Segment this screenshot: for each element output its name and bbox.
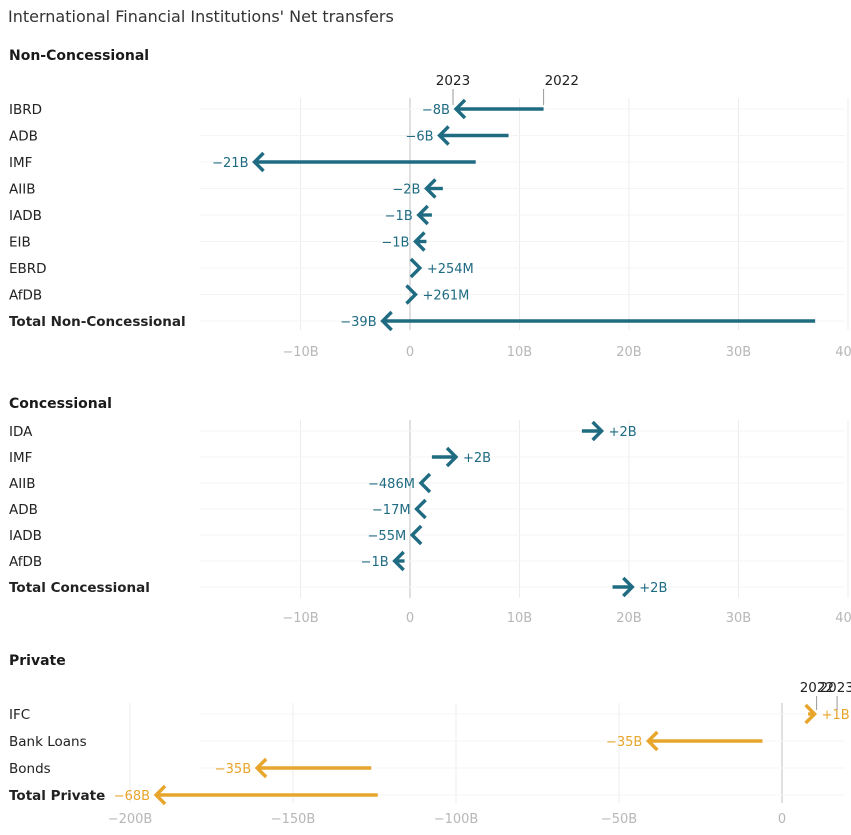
panel1-tick-label: −10B (282, 345, 318, 360)
panel1-title: Non-Concessional (9, 48, 149, 64)
panel3-value-label: +1B (822, 708, 850, 723)
panel2-value-label: +2B (639, 581, 667, 596)
panel1-value-label: −39B (340, 315, 376, 330)
panel2-value-label: +2B (609, 425, 637, 440)
panel2-arrow-head (409, 524, 423, 546)
panel1-arrow-head (424, 178, 437, 199)
panel1-category-label: Total Non-Concessional (9, 314, 186, 330)
panel1-category-label: AIIB (9, 182, 35, 198)
panel1-tick-label: 10B (507, 345, 532, 360)
panel1-tick-label: 40B (835, 345, 851, 360)
panel1-category-label: ADB (9, 129, 38, 145)
panel3-category-label: Bonds (9, 761, 51, 777)
panel2-tick-label: −10B (282, 611, 318, 626)
panel1-value-label: +254M (427, 262, 474, 277)
panel3-category-label: Total Private (9, 788, 105, 804)
panel1-arrow-head (437, 125, 450, 146)
panel2-value-label: −55M (368, 529, 407, 544)
panel2-arrow-head (414, 498, 427, 520)
panel3-value-label: −35B (215, 762, 251, 777)
panel1-legend-end: 2023 (436, 73, 470, 89)
panel1-arrow-head (380, 310, 393, 332)
panel2-value-label: −17M (372, 503, 411, 518)
panel2-category-label: AfDB (9, 554, 42, 570)
panel2-tick-label: 40B (835, 611, 851, 626)
panel2-title: Concessional (9, 396, 112, 412)
panel1-tick-label: 0 (406, 345, 414, 360)
panel1-value-label: −6B (405, 130, 433, 145)
panel2-category-label: AIIB (9, 476, 35, 492)
panel3-arrow-head (645, 730, 659, 752)
panel3-category-label: Bank Loans (9, 734, 87, 750)
panel3-legend-end: 2023 (820, 680, 851, 696)
panel3-arrow-head (153, 784, 167, 806)
panel2-arrow-head (622, 576, 635, 598)
panel1-arrow-head (413, 231, 426, 252)
panel2-arrow-head (445, 446, 459, 468)
panel2-category-label: Total Concessional (9, 580, 150, 596)
panel3-tick-label: −200B (108, 812, 153, 827)
panel3-tick-label: −100B (434, 812, 479, 827)
panel3-arrow-head (804, 703, 818, 725)
panel3-tick-label: −50B (601, 812, 637, 827)
panel3-tick-label: −150B (271, 812, 316, 827)
panel3-tick-label: 0 (778, 812, 786, 827)
panel3-legend-start: 2022 (800, 680, 834, 696)
panel2-tick-label: 0 (406, 611, 414, 626)
panel2-category-label: ADB (9, 502, 38, 518)
panel1-tick-label: 30B (726, 345, 751, 360)
panel2-arrow-head (418, 472, 432, 494)
panel1-value-label: −1B (385, 209, 413, 224)
panel1-arrow-head (405, 284, 418, 305)
panel1-category-label: EBRD (9, 261, 47, 277)
panel2-category-label: IDA (9, 424, 33, 440)
panel1-value-label: −8B (422, 103, 450, 118)
panel1-value-label: −2B (392, 183, 420, 198)
panel3-value-label: −35B (606, 735, 642, 750)
panel2-category-label: IADB (9, 528, 42, 544)
panel1-category-label: EIB (9, 235, 31, 251)
panel1-legend-start: 2022 (545, 73, 579, 89)
panel2-tick-label: 30B (726, 611, 751, 626)
panel2-tick-label: 10B (507, 611, 532, 626)
chart-title: International Financial Institutions' Ne… (8, 7, 394, 26)
panel2-arrow-head (591, 420, 605, 442)
panel1-arrow-head (409, 257, 423, 279)
panel1-value-label: +261M (422, 289, 469, 304)
panel3-category-label: IFC (9, 707, 30, 723)
panel2-value-label: +2B (463, 451, 491, 466)
panel1-value-label: −21B (212, 156, 248, 171)
panel1-category-label: AfDB (9, 288, 42, 304)
panel1-value-label: −1B (381, 236, 409, 251)
panel3-value-label: −68B (114, 789, 150, 804)
panel2-arrow-head (392, 550, 405, 572)
panel2-category-label: IMF (9, 450, 32, 466)
panel3-arrow-head (254, 757, 268, 779)
panel1-category-label: IADB (9, 208, 42, 224)
panel1-category-label: IBRD (9, 102, 42, 118)
panel1-arrow-head (252, 151, 265, 173)
panel2-value-label: −1B (361, 555, 389, 570)
panel1-tick-label: 20B (616, 345, 641, 360)
panel1-category-label: IMF (9, 155, 32, 171)
panel2-tick-label: 20B (616, 611, 641, 626)
panel1-arrow-head (416, 204, 429, 226)
panel2-value-label: −486M (368, 477, 415, 492)
panel1-arrow-head (453, 98, 467, 120)
panel3-title: Private (9, 653, 66, 669)
